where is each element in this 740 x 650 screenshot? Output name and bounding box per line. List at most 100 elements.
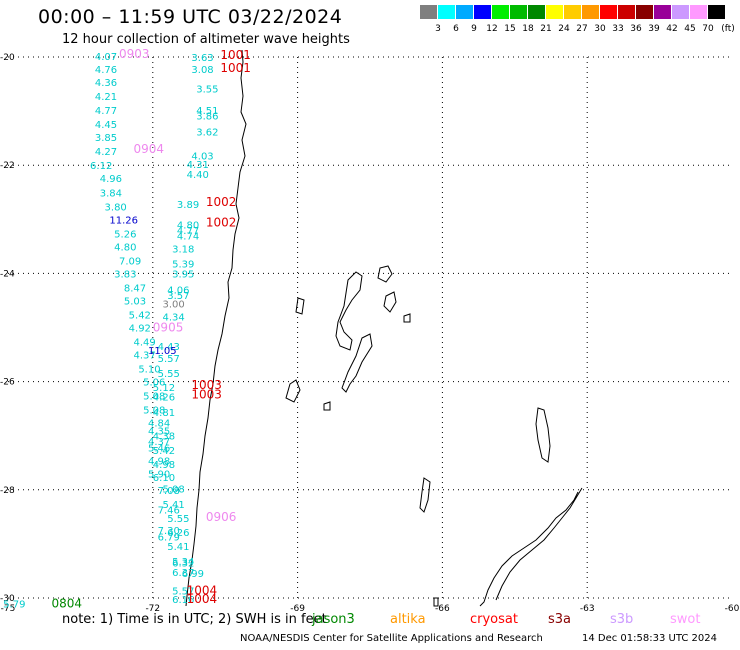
wave-height-label: 6.12	[90, 161, 112, 172]
wave-height-label: 4.21	[95, 92, 117, 103]
wave-height-label: 3.84	[100, 188, 122, 199]
wave-height-label: 4.37	[148, 437, 170, 448]
legend-swatch	[654, 5, 671, 19]
wave-height-label: 3.80	[105, 202, 127, 213]
legend-label: 36	[630, 24, 642, 34]
track-id-label: 1003	[191, 378, 222, 392]
wave-height-label: 11.26	[109, 215, 138, 226]
wave-height-label: 5.10	[138, 365, 160, 376]
x-tick-label: -60	[725, 604, 740, 614]
legend-swatch	[510, 5, 527, 19]
legend-label: 39	[648, 24, 660, 34]
wave-height-label: 11.05	[148, 346, 177, 357]
legend-swatch	[636, 5, 653, 19]
wave-height-label: 4.36	[95, 78, 117, 89]
wave-height-label: 3.83	[114, 269, 136, 280]
track-id-label: 1004	[187, 583, 218, 597]
ischilin-outline	[419, 477, 431, 513]
legend-swatch	[564, 5, 581, 19]
y-tick-label: -24	[0, 269, 15, 279]
legend-label: 6	[453, 24, 459, 34]
wave-height-label: 5.46	[148, 444, 170, 455]
mission-label: altika	[390, 612, 426, 627]
wave-height-label: 4.38	[153, 432, 175, 443]
wave-height-label: 4.92	[129, 324, 151, 335]
wave-height-label: 5.57	[158, 354, 180, 365]
mission-label: s3a	[548, 612, 572, 627]
wave-height-label: 5.08	[143, 406, 165, 417]
y-tick-label: -20	[0, 53, 15, 63]
wave-height-label: 4.77	[95, 106, 117, 117]
track-id-label: 0905	[153, 321, 184, 335]
wave-height-label: 4.40	[187, 170, 209, 181]
wave-height-label: 4.37	[133, 351, 155, 362]
wave-height-label: 4.31	[187, 160, 209, 171]
credit-line: NOAA/NESDIS Center for Satellite Applica…	[240, 633, 543, 644]
wave-height-label: 4.43	[158, 342, 180, 353]
wave-height-label: 3.89	[177, 200, 199, 211]
legend-swatch	[438, 5, 455, 19]
wave-height-label: 5.26	[114, 229, 136, 240]
chile-coastline	[185, 49, 247, 607]
legend-swatch	[582, 5, 599, 19]
wave-height-label: 3.00	[162, 300, 184, 311]
salt-lake-outline-2	[383, 291, 397, 313]
generation-timestamp: 14 Dec 01:58:33 UTC 2024	[582, 633, 717, 644]
wave-height-label: 5.42	[153, 446, 175, 457]
wave-height-label: 4.80	[114, 242, 136, 253]
x-tick-label: -75	[1, 604, 16, 614]
wave-height-label: 5.55	[167, 514, 189, 525]
wave-height-label: 4.74	[177, 232, 199, 243]
wave-height-label: 4.96	[100, 174, 122, 185]
track-id-label: 0906	[206, 510, 237, 524]
legend-swatch	[690, 5, 707, 19]
wave-height-label: 7.30	[158, 526, 180, 537]
legend-label: 33	[612, 24, 624, 34]
legend-unit: (ft)	[721, 24, 735, 34]
legend-label: 12	[486, 24, 498, 34]
wave-height-label: 3.57	[167, 291, 189, 302]
track-id-label: 1003	[191, 388, 222, 402]
wave-height-label: 5.55	[158, 369, 180, 380]
y-tick-label: -30	[0, 594, 15, 604]
legend-swatch	[600, 5, 617, 19]
wave-height-label: 4.76	[95, 65, 117, 76]
wave-height-label: 5.57	[172, 586, 194, 597]
wave-height-label: 7.09	[119, 256, 141, 267]
parana-river-outline	[479, 487, 583, 607]
track-id-label: 1004	[187, 592, 218, 606]
legend-swatch	[420, 5, 437, 19]
track-id-label: 1001	[220, 61, 251, 75]
legend-label: 30	[594, 24, 606, 34]
wave-height-label: 4.26	[153, 393, 175, 404]
track-id-label: 0904	[133, 142, 164, 156]
legend-label: 3	[435, 24, 441, 34]
x-tick-label: -72	[145, 604, 160, 614]
wave-height-label: 5.03	[124, 296, 146, 307]
lake-poopo-outline	[335, 271, 363, 351]
legend-label: 15	[504, 24, 516, 34]
wave-height-label: 6.10	[153, 473, 175, 484]
wave-height-label: 6.79	[158, 532, 180, 543]
legend-swatch	[708, 5, 725, 19]
salt-lake-outline-1	[377, 265, 393, 283]
wave-height-label: 3.85	[95, 133, 117, 144]
wave-height-label: 5.08	[143, 392, 165, 403]
salt-lake-outline-3	[295, 297, 305, 315]
wave-height-label: 5.41	[167, 542, 189, 553]
wave-height-label: 6.26	[167, 528, 189, 539]
track-id-label: 1002	[206, 216, 237, 230]
wave-height-label: 5.42	[129, 311, 151, 322]
wave-height-label: 5.08	[162, 485, 184, 496]
wave-height-label: 4.84	[148, 419, 170, 430]
legend-label: 21	[540, 24, 552, 34]
legend-swatch	[546, 5, 563, 19]
wave-height-label: 5.90	[148, 470, 170, 481]
salt-lake-outline-7	[323, 401, 331, 411]
wave-height-label: 8.47	[124, 283, 146, 294]
legend-swatch	[456, 5, 473, 19]
salt-lake-outline-5	[285, 379, 301, 403]
wave-height-label: 5.06	[143, 378, 165, 389]
mission-label: jason3	[312, 612, 355, 627]
